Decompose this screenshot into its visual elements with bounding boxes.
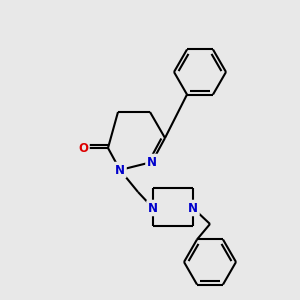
Text: N: N xyxy=(188,202,198,214)
Text: N: N xyxy=(115,164,125,176)
Text: N: N xyxy=(148,202,158,214)
Text: N: N xyxy=(147,155,157,169)
Text: O: O xyxy=(78,142,88,154)
